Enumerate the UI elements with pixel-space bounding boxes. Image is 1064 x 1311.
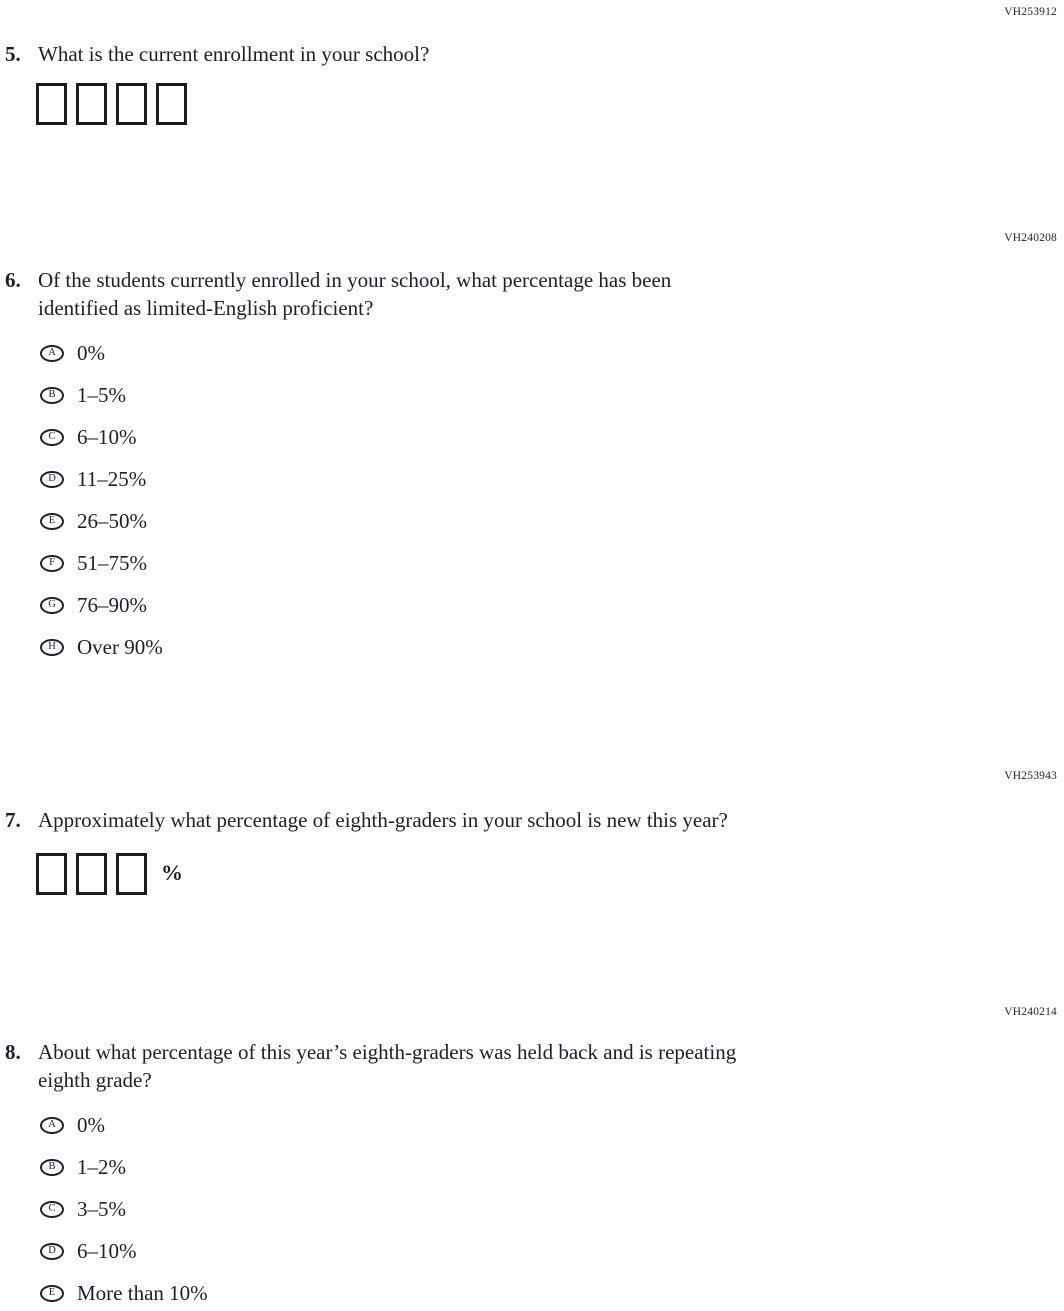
option-label: 76–90% [77,592,147,617]
option-label: Over 90% [77,634,163,659]
digit-box[interactable] [76,83,107,125]
item-code-q8: VH240214 [1004,1006,1057,1018]
answer-option-c[interactable]: C 3–5% [40,1188,208,1230]
option-label: 0% [77,1112,105,1137]
question-5-digit-boxes [36,83,187,125]
question-8-options: A 0% B 1–2% C 3–5% D 6–10% E More than 1… [40,1104,208,1311]
answer-option-b[interactable]: B 1–5% [40,374,163,416]
option-bubble-d[interactable]: D [40,1242,64,1260]
question-8-text-line2: eighth grade? [38,1068,152,1092]
digit-box[interactable] [116,83,147,125]
option-bubble-a[interactable]: A [40,344,64,362]
answer-option-d[interactable]: D 11–25% [40,458,163,500]
option-label: 6–10% [77,424,137,449]
option-bubble-e[interactable]: E [40,1284,64,1302]
answer-option-e[interactable]: E 26–50% [40,500,163,542]
question-6-number: 6. [5,268,21,292]
question-6-text-line2: identified as limited-English proficient… [38,296,374,320]
digit-box[interactable] [156,83,187,125]
option-bubble-e[interactable]: E [40,512,64,530]
question-8-number: 8. [5,1040,21,1064]
answer-option-d[interactable]: D 6–10% [40,1230,208,1272]
question-5-text: What is the current enrollment in your s… [38,42,430,66]
option-bubble-c[interactable]: C [40,428,64,446]
option-bubble-a[interactable]: A [40,1116,64,1134]
option-label: 51–75% [77,550,147,575]
option-bubble-h[interactable]: H [40,638,64,656]
question-6-text: Of the students currently enrolled in yo… [38,266,671,322]
answer-option-h[interactable]: H Over 90% [40,626,163,668]
question-8-text-line1: About what percentage of this year’s eig… [38,1040,737,1064]
option-label: 1–5% [77,382,126,407]
question-5-number: 5. [5,42,21,66]
option-bubble-d[interactable]: D [40,470,64,488]
question-6-text-line1: Of the students currently enrolled in yo… [38,268,672,292]
question-8-text: About what percentage of this year’s eig… [38,1038,736,1094]
answer-option-e[interactable]: E More than 10% [40,1272,208,1311]
item-code-q6: VH240208 [1004,232,1057,244]
question-6: 6. Of the students currently enrolled in… [5,266,671,322]
question-6-options: A 0% B 1–5% C 6–10% D 11–25% E 26–50% F … [40,332,163,668]
option-bubble-f[interactable]: F [40,554,64,572]
answer-option-b[interactable]: B 1–2% [40,1146,208,1188]
option-bubble-g[interactable]: G [40,596,64,614]
answer-option-c[interactable]: C 6–10% [40,416,163,458]
option-label: 6–10% [77,1238,137,1263]
item-code-q5: VH253912 [1004,6,1057,18]
digit-box[interactable] [116,853,147,895]
answer-option-g[interactable]: G 76–90% [40,584,163,626]
item-code-q7: VH253943 [1004,770,1057,782]
question-7-digit-boxes: % [36,853,183,895]
answer-option-a[interactable]: A 0% [40,332,163,374]
question-7-number: 7. [5,808,21,832]
question-7-text: Approximately what percentage of eighth-… [38,808,728,832]
question-8: 8. About what percentage of this year’s … [5,1038,736,1094]
option-bubble-c[interactable]: C [40,1200,64,1218]
option-bubble-b[interactable]: B [40,386,64,404]
digit-box[interactable] [76,853,107,895]
option-label: More than 10% [77,1280,208,1305]
option-bubble-b[interactable]: B [40,1158,64,1176]
option-label: 1–2% [77,1154,126,1179]
digit-box[interactable] [36,853,67,895]
question-7: 7. Approximately what percentage of eigh… [5,806,728,834]
percent-suffix: % [161,860,183,885]
option-label: 0% [77,340,105,365]
question-5: 5. What is the current enrollment in you… [5,40,429,68]
answer-option-f[interactable]: F 51–75% [40,542,163,584]
option-label: 3–5% [77,1196,126,1221]
option-label: 26–50% [77,508,147,533]
option-label: 11–25% [77,466,147,491]
digit-box[interactable] [36,83,67,125]
answer-option-a[interactable]: A 0% [40,1104,208,1146]
